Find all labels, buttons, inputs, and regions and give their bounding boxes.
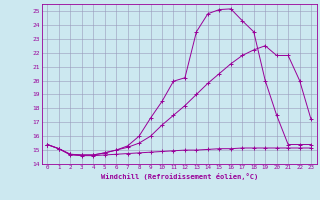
- X-axis label: Windchill (Refroidissement éolien,°C): Windchill (Refroidissement éolien,°C): [100, 173, 258, 180]
